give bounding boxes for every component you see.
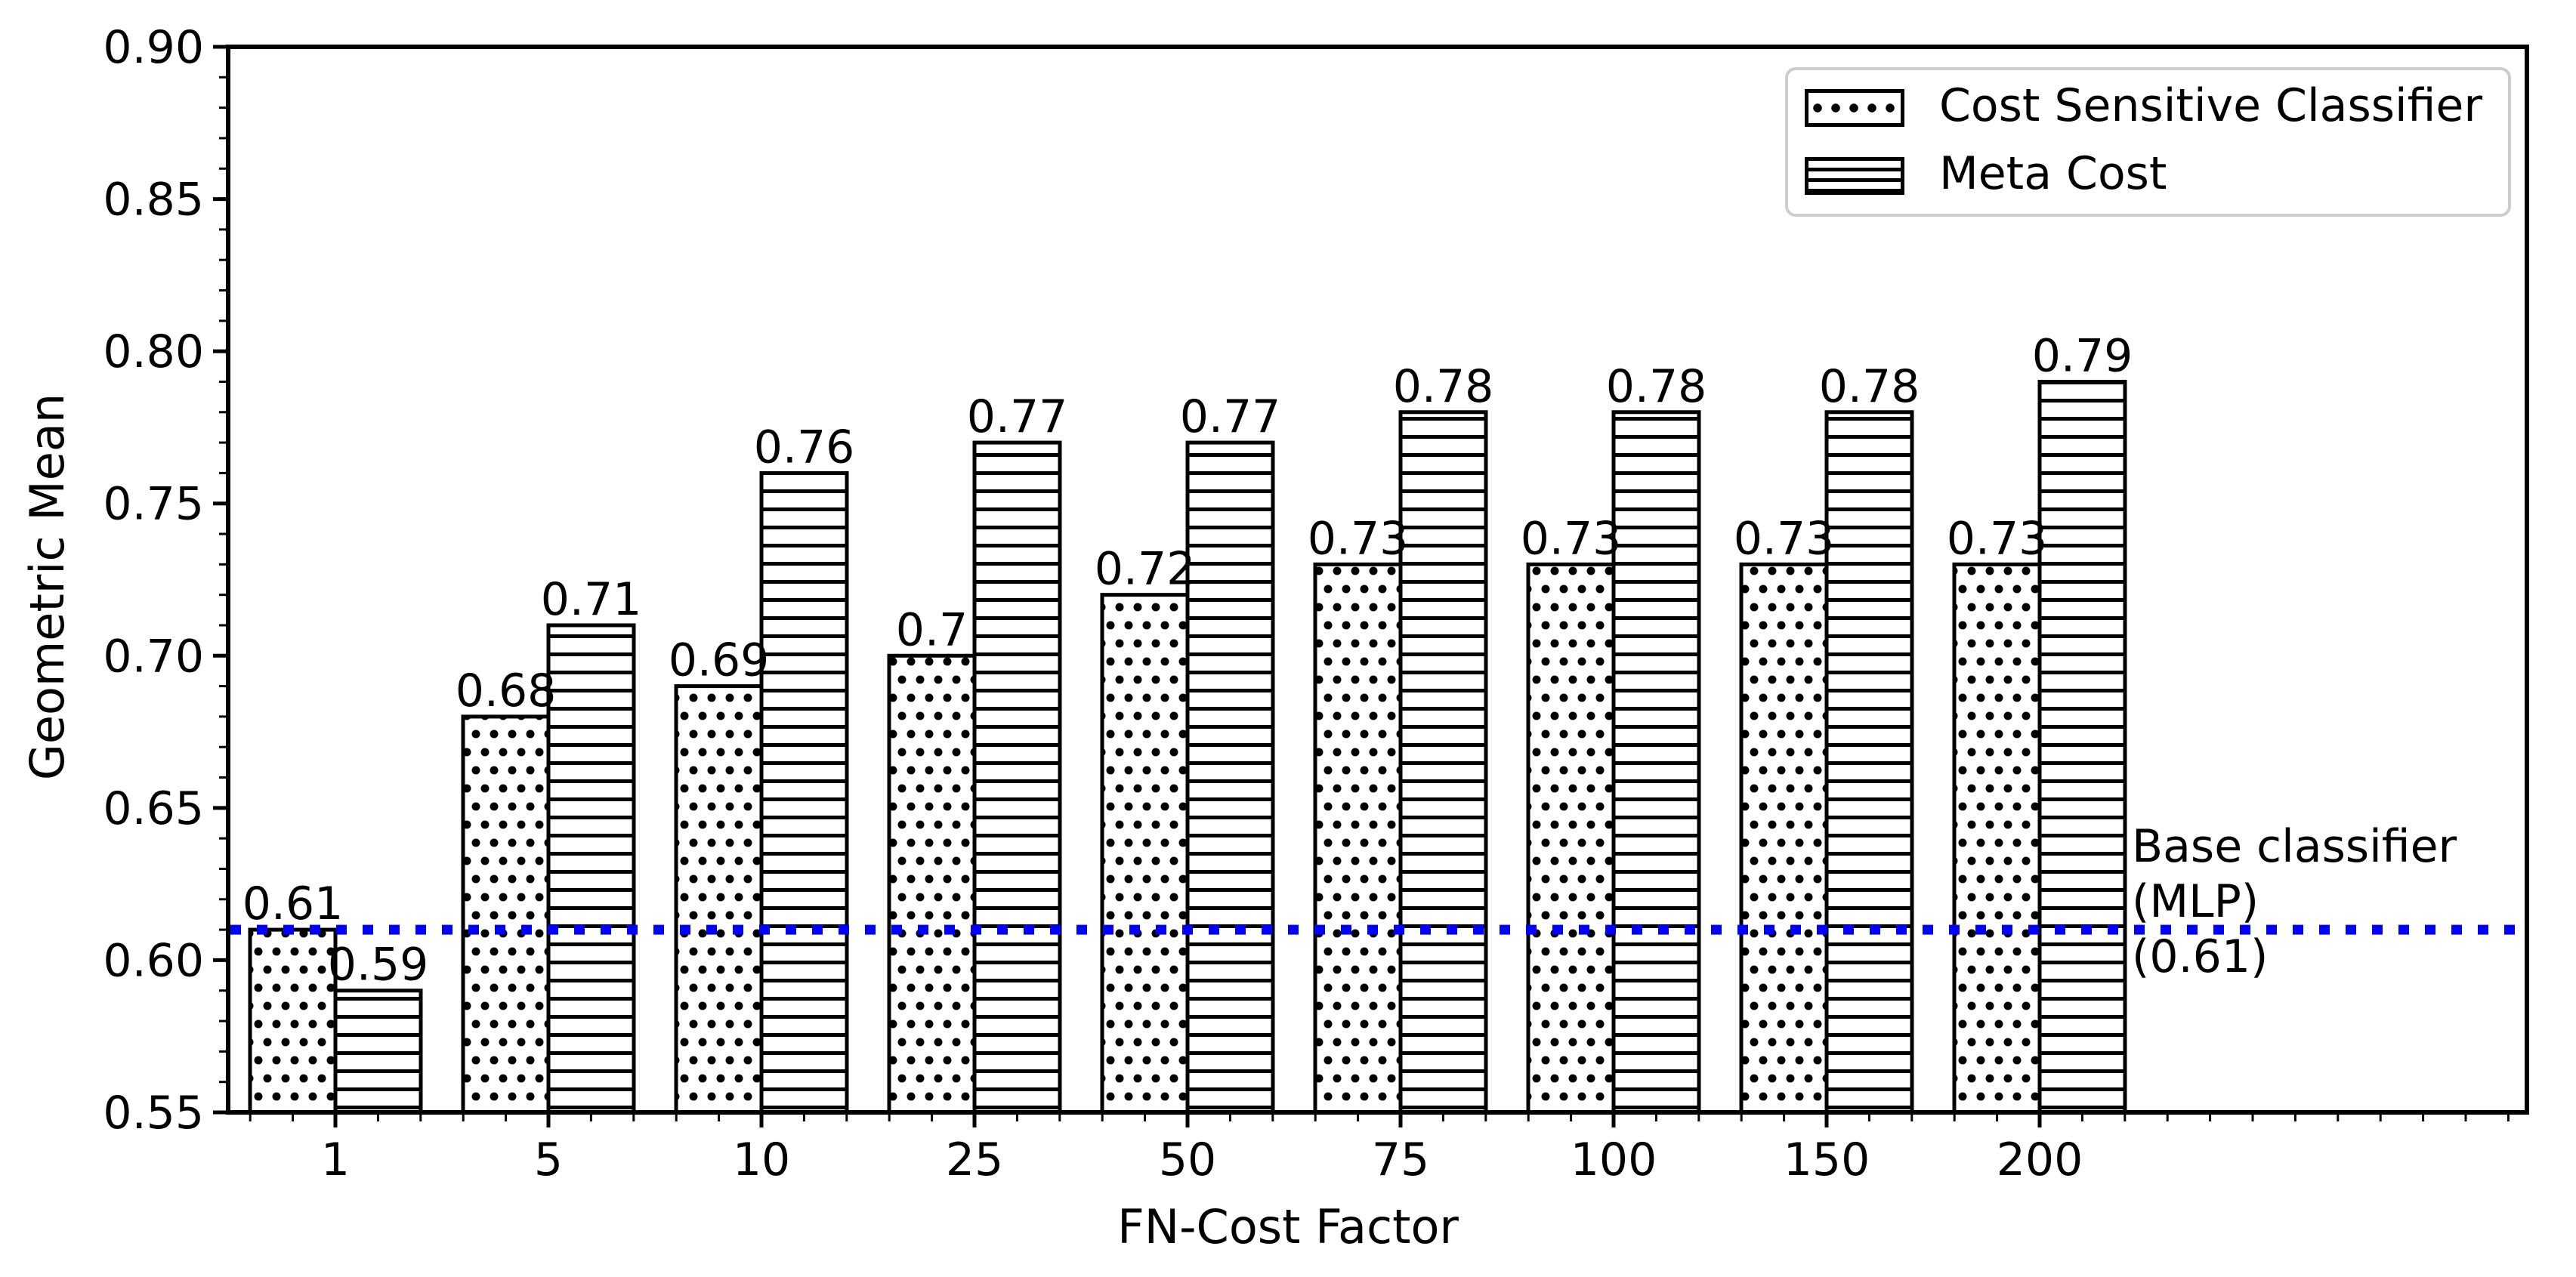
legend: Cost Sensitive Classifier Meta Cost	[1785, 67, 2511, 217]
bar-value-label: 0.73	[1947, 512, 2048, 565]
hlines-hatch-swatch-icon	[1805, 157, 1904, 195]
y-tick-label: 0.90	[103, 21, 204, 74]
bar	[1313, 562, 1403, 1115]
legend-label: Meta Cost	[1939, 147, 2167, 200]
bar-value-label: 0.78	[1393, 360, 1494, 413]
x-tick-label: 1	[321, 1134, 350, 1186]
bar	[1824, 410, 1914, 1115]
x-tick-label: 150	[1784, 1134, 1870, 1186]
bar-value-label: 0.73	[1308, 512, 1409, 565]
bar	[972, 440, 1062, 1115]
x-tick-label: 75	[1372, 1134, 1429, 1186]
y-tick-label: 0.65	[103, 782, 204, 835]
bar	[1952, 562, 2042, 1115]
x-tick-label: 10	[733, 1134, 790, 1186]
bar-value-label: 0.76	[754, 421, 855, 473]
bar	[546, 623, 636, 1115]
bar	[461, 714, 551, 1115]
bar-value-label: 0.69	[669, 634, 770, 687]
y-tick-label: 0.75	[103, 478, 204, 531]
bar-value-label: 0.68	[456, 665, 557, 717]
bar	[1100, 593, 1190, 1115]
bar-value-label: 0.7	[896, 603, 968, 656]
bar	[1398, 410, 1488, 1115]
legend-label: Cost Sensitive Classifier	[1939, 79, 2483, 132]
bar	[248, 927, 338, 1115]
bar	[1611, 410, 1701, 1115]
series-hlines	[333, 379, 2127, 1115]
bar	[887, 653, 977, 1115]
bar	[674, 684, 764, 1115]
y-tick-label: 0.70	[103, 630, 204, 683]
legend-entry-meta-cost: Meta Cost	[1805, 151, 2488, 196]
x-tick-label: 100	[1571, 1134, 1657, 1186]
x-tick-label: 5	[534, 1134, 563, 1186]
plot-area: 0.55 0.60 0.65 0.70 0.75 0.80 0.85 0.90 1 5 10 25 50…	[103, 21, 2529, 1186]
bar	[333, 989, 423, 1115]
bar	[1739, 562, 1829, 1115]
x-axis-label: FN-Cost Factor	[1117, 1199, 1459, 1254]
y-axis-label: Geometric Mean	[20, 393, 75, 781]
series-dots	[248, 562, 2042, 1115]
y-tick-label: 0.60	[103, 934, 204, 987]
x-tick-label: 25	[946, 1134, 1003, 1186]
bar	[1526, 562, 1616, 1115]
bar-value-label: 0.72	[1095, 543, 1196, 596]
bar-value-label: 0.59	[328, 939, 429, 992]
bar-value-label: 0.73	[1521, 512, 1622, 565]
bar-value-label: 0.73	[1734, 512, 1835, 565]
y-tick-label: 0.85	[103, 174, 204, 227]
dotted-hatch-swatch-icon	[1805, 89, 1904, 127]
bar	[1185, 440, 1275, 1115]
bar-value-label: 0.61	[242, 878, 344, 930]
y-tick-label: 0.55	[103, 1087, 204, 1140]
bar-value-label: 0.78	[1819, 360, 1920, 413]
legend-entry-cost-sensitive-classifier: Cost Sensitive Classifier	[1805, 83, 2488, 128]
axes-spines	[226, 45, 2529, 1115]
x-tick-label: 200	[1997, 1134, 2083, 1186]
bar-value-label: 0.79	[2032, 329, 2133, 382]
bar-value-label: 0.71	[541, 573, 642, 626]
bar	[2037, 379, 2127, 1115]
baseline-annotation: Base classifier (MLP) (0.61)	[2132, 820, 2457, 983]
bar	[759, 470, 849, 1115]
bar-value-label: 0.77	[967, 390, 1068, 443]
bar-value-label: 0.78	[1606, 360, 1707, 413]
bar-value-label: 0.77	[1180, 390, 1281, 443]
y-tick-label: 0.80	[103, 325, 204, 378]
x-tick-label: 50	[1159, 1134, 1216, 1186]
